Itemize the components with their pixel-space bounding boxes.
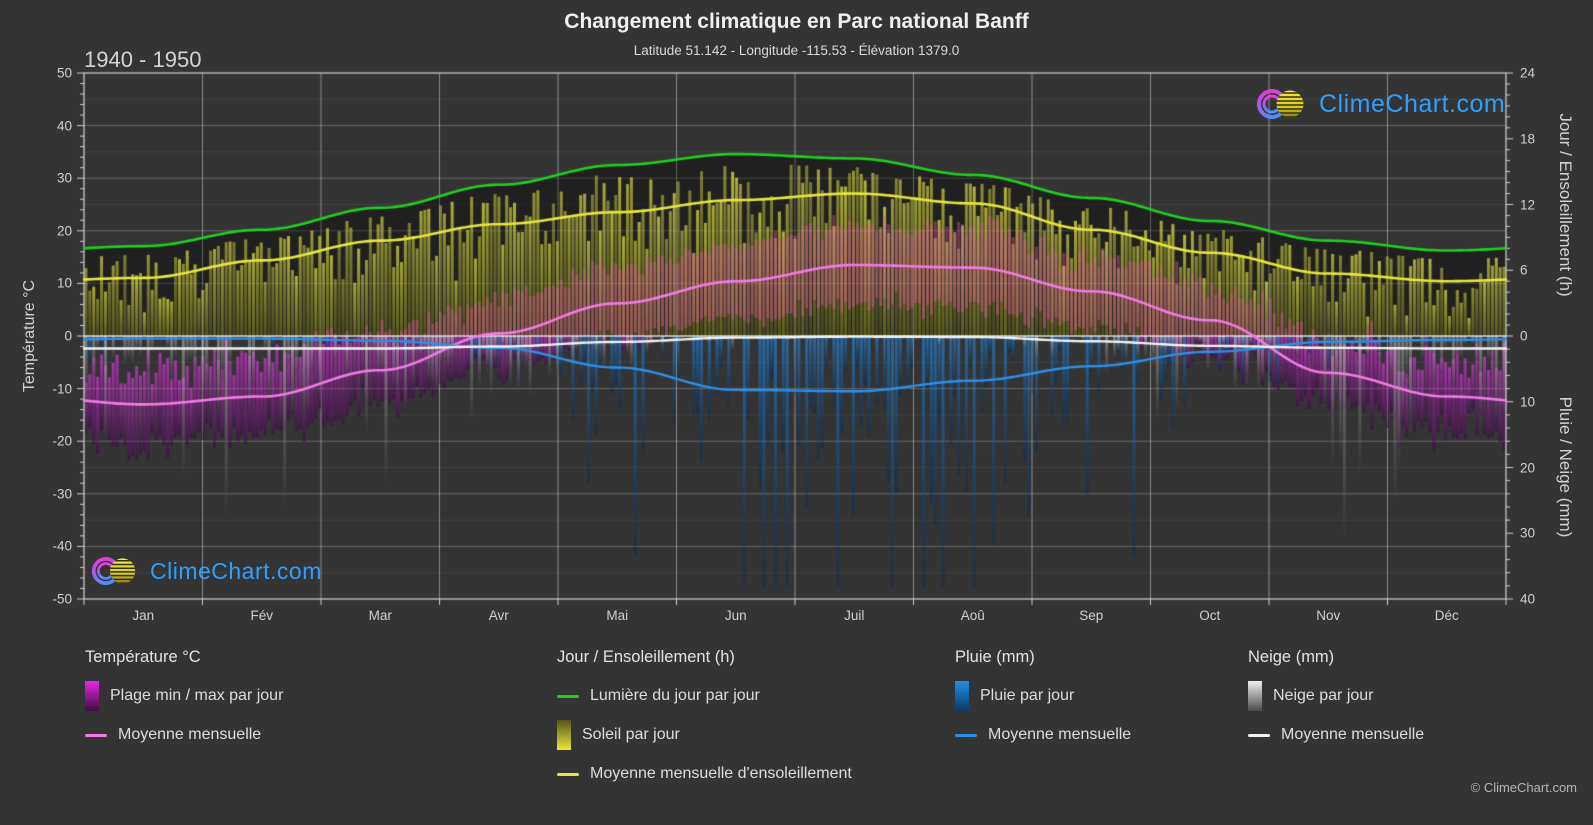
sun-axis-tick-label: 0 [1520,328,1528,344]
period-label: 1940 - 1950 [84,47,202,72]
legend-item: Moyenne mensuelle [85,720,415,750]
legend-item: Soleil par jour [557,720,937,750]
legend-item-label: Moyenne mensuelle [1281,726,1425,743]
sun-bar-swatch [557,720,571,750]
legend-item: Lumière du jour par jour [557,681,937,711]
temp-axis-tick-label: 40 [56,118,72,134]
legend-item-label: Moyenne mensuelle [988,726,1132,743]
temp-axis-tick-label: -50 [52,591,72,607]
temp-axis-tick-label: 20 [56,223,72,239]
temp-axis-tick-label: 10 [56,275,72,291]
temp-axis-tick-label: 50 [56,65,72,81]
sun-axis-tick-label: 12 [1520,197,1536,212]
legend-group-title: Pluie (mm) [955,648,1035,666]
y-axis-title-precip: Pluie / Neige (mm) [1556,396,1575,538]
legend-group-title: Jour / Ensoleillement (h) [557,648,735,666]
legend-group-snow: Neige (mm) Neige par jour Moyenne mensue… [1248,648,1548,759]
legend-item: Moyenne mensuelle [955,720,1235,750]
sun-axis-tick-label: 24 [1520,65,1536,81]
legend-group-temperature: Température °C Plage min / max par jour … [85,648,415,759]
copyright-text: © ClimeChart.com [1470,780,1577,795]
legend-item: Neige par jour [1248,681,1548,711]
month-label: Fév [250,608,274,623]
sun-axis-tick-label: 6 [1520,262,1528,278]
precip-axis-tick-label: 30 [1520,525,1536,541]
temp-axis-tick-label: -20 [52,433,72,449]
legend-item: Pluie par jour [955,681,1235,711]
page-subtitle: Latitude 51.142 - Longitude -115.53 - Él… [633,43,960,58]
temp-range-swatch [85,681,99,711]
temp-axis-tick-label: 30 [56,170,72,186]
month-label: Juil [844,608,865,623]
y-axis-title-sunshine: Jour / Ensoleillement (h) [1556,113,1575,297]
watermark-bottom-left: ClimeChart.com [90,553,322,589]
watermark-text: ClimeChart.com [1319,89,1506,118]
sun-axis-tick-label: 18 [1520,131,1536,147]
month-label: Mai [606,608,629,623]
legend-item-label: Neige par jour [1273,687,1374,704]
temp-axis-tick-label: -30 [52,486,72,502]
temp-axis-tick-label: -40 [52,538,72,554]
month-label: Avr [488,608,509,623]
legend-item-label: Soleil par jour [582,726,680,743]
snow-bar-swatch [1248,681,1262,711]
climate-plot-canvas [0,0,1593,640]
snow-mean-line-swatch [1248,733,1270,737]
month-label: Jan [132,608,155,623]
temp-axis-tick-label: -10 [52,381,72,397]
page-title: Changement climatique en Parc national B… [564,10,1029,33]
legend-group-title: Température °C [85,648,201,666]
legend-item: Moyenne mensuelle d'ensoleillement [557,759,937,789]
month-label: Oct [1199,608,1221,623]
precip-axis-tick-label: 40 [1520,591,1536,607]
y-axis-title-temperature: Température °C [21,279,38,393]
rain-bar-swatch [955,681,969,711]
legend-item-label: Moyenne mensuelle d'ensoleillement [590,765,852,782]
legend-group-title: Neige (mm) [1248,648,1335,666]
climechart-logo-icon [91,557,136,585]
legend-item-label: Pluie par jour [980,687,1075,704]
climechart-logo-icon [1257,89,1304,119]
watermark-top-right: ClimeChart.com [1255,85,1505,123]
month-label: Nov [1316,608,1341,623]
month-label: Sep [1079,608,1104,623]
precip-axis-tick-label: 10 [1520,394,1536,410]
month-label: Jun [724,608,747,623]
precip-axis-tick-label: 20 [1520,460,1536,475]
sun-mean-line-swatch [557,772,579,776]
legend-group-rain: Pluie (mm) Pluie par jour Moyenne mensue… [955,648,1235,759]
temp-axis-tick-label: 0 [64,328,72,344]
month-label: Déc [1434,608,1459,623]
rain-mean-line-swatch [955,733,977,737]
legend-group-sunshine: Jour / Ensoleillement (h) Lumière du jou… [557,648,937,798]
month-label: Mar [368,608,392,623]
watermark-text: ClimeChart.com [150,557,322,584]
legend-item: Plage min / max par jour [85,681,415,711]
legend-item: Moyenne mensuelle [1248,720,1548,750]
legend-item-label: Lumière du jour par jour [590,687,760,704]
legend-item-label: Moyenne mensuelle [118,726,262,743]
temp-mean-line-swatch [85,733,107,737]
daylight-line-swatch [557,694,579,698]
legend-item-label: Plage min / max par jour [110,687,284,704]
month-label: Aoû [960,608,985,623]
